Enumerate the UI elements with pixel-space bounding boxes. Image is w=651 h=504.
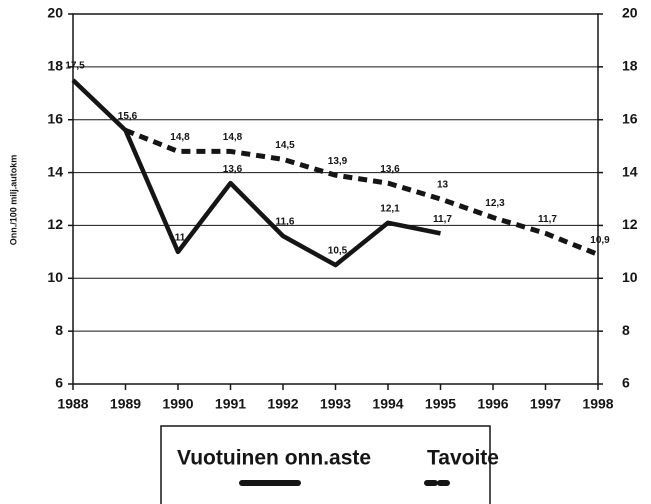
y2-tick-label: 10 xyxy=(622,269,638,285)
value-label: 13,6 xyxy=(380,164,400,175)
value-label: 11,6 xyxy=(276,217,295,228)
x-tick-label: 1996 xyxy=(477,396,508,412)
value-label: 10,5 xyxy=(328,246,348,257)
x-tick-label: 1989 xyxy=(110,396,141,412)
y2-tick-label: 12 xyxy=(622,216,638,232)
x-tick-label: 1988 xyxy=(57,396,88,412)
value-label: 14,8 xyxy=(170,132,190,143)
series-line xyxy=(124,127,599,257)
legend-label: Tavoite xyxy=(427,447,499,470)
x-tick-label: 1995 xyxy=(425,396,456,412)
x-tick-label: 1998 xyxy=(582,396,613,412)
x-tick-label: 1991 xyxy=(215,396,246,412)
y-tick-label: 6 xyxy=(55,375,63,391)
value-label: 10,9 xyxy=(590,235,610,246)
y-tick-label: 8 xyxy=(55,322,63,338)
value-label: 13 xyxy=(437,180,449,191)
value-label: 17,5 xyxy=(65,61,85,72)
value-label: 11 xyxy=(175,232,186,243)
y2-tick-label: 8 xyxy=(622,322,630,338)
value-label: 14,8 xyxy=(223,132,243,143)
x-tick-label: 1994 xyxy=(372,396,403,412)
x-tick-label: 1992 xyxy=(267,396,298,412)
x-tick-label: 1990 xyxy=(162,396,193,412)
plot-frame xyxy=(72,13,599,385)
value-label: 12,3 xyxy=(485,198,505,209)
y-tick-label: 16 xyxy=(47,110,63,126)
y2-tick-label: 6 xyxy=(622,375,630,391)
y-tick-label: 14 xyxy=(47,163,63,179)
series-line xyxy=(71,78,441,268)
value-label: 11,7 xyxy=(433,214,452,225)
y-tick-label: 18 xyxy=(47,58,63,74)
legend-box xyxy=(160,425,491,504)
y-axis-label: Onn./100 milj.autokm xyxy=(8,155,18,246)
y-tick-label: 12 xyxy=(47,216,63,232)
y2-tick-label: 18 xyxy=(622,58,638,74)
value-label: 13,6 xyxy=(223,164,243,175)
legend-label: Vuotuinen onn.aste xyxy=(177,447,371,470)
y-tick-label: 20 xyxy=(47,5,63,21)
value-label: 15,6 xyxy=(118,111,138,122)
value-label: 12,1 xyxy=(380,203,400,214)
value-label: 11,7 xyxy=(538,214,557,225)
y2-tick-label: 16 xyxy=(622,110,638,126)
y2-tick-label: 14 xyxy=(622,163,638,179)
x-tick-label: 1997 xyxy=(530,396,561,412)
x-tick-label: 1993 xyxy=(320,396,351,412)
y2-tick-label: 20 xyxy=(622,5,638,21)
y-tick-label: 10 xyxy=(47,269,63,285)
value-label: 13,9 xyxy=(328,156,348,167)
value-label: 14,5 xyxy=(275,140,295,151)
